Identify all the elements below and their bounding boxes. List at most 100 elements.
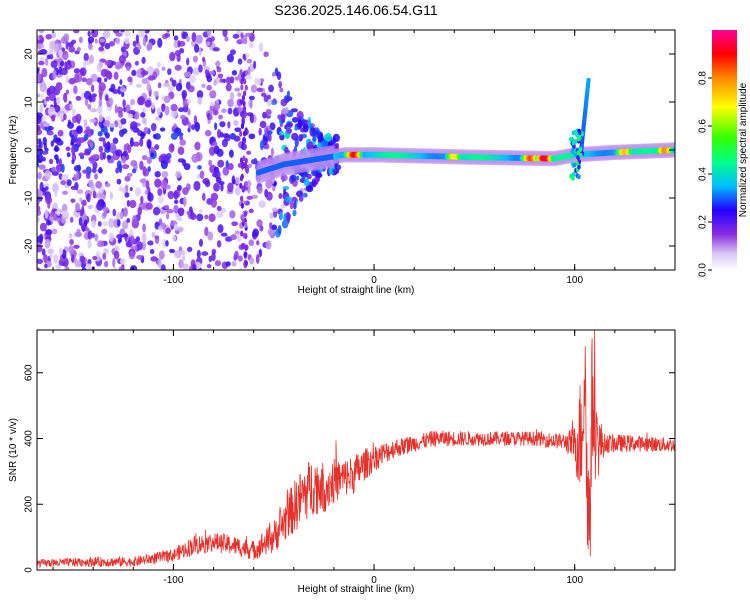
spectrogram-cell: [101, 228, 108, 235]
spectrogram-cell: [88, 43, 93, 51]
spectrogram-cell: [103, 248, 109, 255]
spectrogram-cell: [150, 152, 155, 158]
spectrogram-cell: [234, 76, 239, 81]
spectrogram-cell: [106, 154, 112, 160]
colorbar-label: Normalized spectral amplitude: [738, 82, 749, 217]
spectrogram-cell: [50, 140, 54, 147]
spectrogram-cell: [170, 108, 178, 118]
spectrogram-cell: [79, 67, 87, 76]
spectrogram-cell: [124, 37, 130, 44]
spectrogram-cell: [207, 231, 214, 241]
spectrogram-cell: [267, 130, 273, 135]
spectrogram-cell: [63, 54, 69, 59]
spectrogram-cell: [137, 44, 142, 50]
spectrogram-cell: [571, 171, 576, 177]
spectrogram-cell: [225, 261, 231, 267]
spectrogram-cell: [271, 72, 276, 77]
spectrogram-cell: [143, 126, 149, 134]
spectrogram-cell: [146, 156, 152, 165]
spectrogram-cell: [298, 195, 304, 202]
spectrogram-cell: [148, 42, 153, 51]
spectrogram-cell: [272, 98, 277, 104]
x-tick-label: -100: [163, 575, 183, 586]
spectrogram-cell: [105, 70, 112, 79]
spectrogram-cell: [98, 137, 106, 142]
spectrogram-cell: [65, 89, 70, 95]
spectrogram-cell: [137, 206, 142, 216]
spectrogram-cell: [102, 252, 107, 260]
spectrogram-cell: [119, 258, 126, 265]
spectrogram-cell: [240, 242, 245, 249]
spectrogram-cell: [217, 159, 225, 168]
spectrogram-cell: [198, 263, 202, 268]
spectrogram-cell: [214, 61, 221, 67]
spectrogram-cell: [269, 212, 274, 219]
spectrogram-cell: [83, 118, 88, 129]
spectrogram-cell: [160, 179, 168, 190]
spectrogram-cell: [208, 213, 216, 222]
spectrogram-cell: [249, 257, 255, 265]
spectrogram-cell: [55, 163, 63, 173]
spectrogram-cell: [177, 40, 181, 48]
spectrogram-cell: [251, 159, 256, 165]
spectrogram-cell: [71, 145, 76, 156]
colorbar: 0.0 0.2 0.4 0.6 0.8 Normalized spectral ampl…: [698, 30, 749, 277]
spectrogram-ylabel: Frequency (Hz): [8, 116, 19, 185]
spectrogram-cell: [160, 159, 168, 170]
spectrogram-cell: [81, 224, 86, 233]
spectrogram-cell: [37, 49, 44, 55]
spectrogram-cell: [90, 73, 98, 83]
spectrogram-cell: [75, 231, 82, 238]
spectrogram-cell: [215, 176, 222, 184]
spectrogram-cell: [244, 32, 252, 38]
spectrogram-cell: [81, 77, 87, 83]
spectrogram-cell: [104, 77, 108, 83]
spectrogram-cell: [278, 193, 283, 199]
spectrogram-cell: [267, 228, 275, 236]
spectrogram-cell: [44, 186, 49, 191]
spectrogram-cell: [300, 127, 306, 133]
spectrogram-cell: [121, 155, 127, 164]
spectrogram-cell: [87, 230, 93, 240]
spectrogram-cell: [38, 164, 46, 170]
spectrogram-cell: [54, 210, 61, 215]
spectrogram-cell: [102, 30, 111, 39]
spectrogram-cell: [141, 78, 148, 85]
spectrogram-cell: [164, 105, 170, 116]
spectrogram-cell: [73, 244, 80, 249]
spectrogram-cell: [234, 230, 240, 235]
y-tick-label: 200: [24, 495, 35, 512]
spectrogram-cell: [147, 240, 154, 246]
spectrogram-cell: [110, 60, 116, 66]
spectrogram-cell: [134, 186, 141, 197]
spectrogram-cell: [79, 197, 83, 203]
spectrogram-cell: [174, 250, 182, 259]
spectrogram-cell: [175, 82, 183, 92]
colorbar-tick-label: 0.2: [698, 215, 709, 229]
spectrogram-cell: [77, 119, 81, 124]
spectrogram-cell: [39, 103, 43, 114]
spectrogram-cell: [196, 213, 204, 222]
spectrogram-cell: [211, 251, 216, 262]
spectrogram-cell: [97, 131, 103, 137]
spectrogram-cell: [118, 111, 124, 118]
spectrogram-cell: [256, 87, 264, 92]
spectrogram-cell: [242, 155, 246, 162]
spectrogram-cell: [156, 107, 161, 116]
spectrogram-cell: [187, 127, 191, 133]
spectrogram-cell: [190, 213, 197, 221]
spectrogram-cell: [265, 127, 269, 137]
spectrogram-cell: [55, 137, 61, 143]
spectrogram-cell: [577, 164, 581, 170]
spectrogram-cell: [217, 224, 224, 234]
spectrogram-cell: [192, 55, 198, 63]
spectrogram-cell: [179, 139, 186, 146]
spectrogram-cell: [94, 38, 98, 44]
spectrogram-cell: [51, 228, 58, 235]
spike-cell: [586, 77, 591, 82]
spectrogram-cell: [113, 250, 120, 260]
spectrogram-cell: [284, 196, 292, 203]
spectrogram-cell: [232, 178, 236, 185]
spectrogram-cell: [114, 246, 120, 251]
spectrogram-cell: [163, 95, 171, 104]
